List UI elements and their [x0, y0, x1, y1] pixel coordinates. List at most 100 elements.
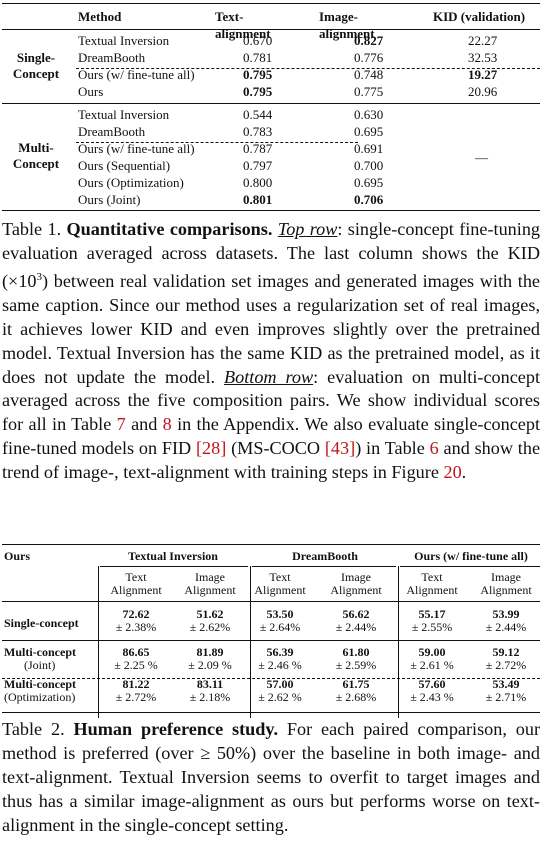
citation-link[interactable]: [28] — [196, 438, 227, 459]
cell-text: 0.783 — [243, 124, 273, 139]
caption-bottom-row: Bottom row — [224, 366, 314, 387]
value-error: ± 2.72% — [485, 658, 527, 672]
value-main: 53.49 — [492, 677, 520, 691]
value-main: 59.12 — [492, 645, 520, 659]
value-main: 81.89 — [196, 645, 224, 659]
group-underline — [100, 566, 248, 567]
subheader-line: Alignment — [330, 583, 382, 597]
value-error: ± 2.55% — [411, 620, 453, 634]
table-reference-link[interactable]: 7 — [116, 414, 126, 435]
cell-kid-dash: — — [475, 150, 488, 165]
cell-image: 0.775 — [354, 84, 384, 99]
subheader-line: Alignment — [480, 583, 532, 597]
table-1-caption: Table 1. Quantitative comparisons. Top r… — [2, 218, 540, 485]
value-error: ± 2.71% — [485, 690, 527, 704]
value-cell: 57.00 ± 2.62 % — [244, 678, 316, 704]
subheader-line: Alignment — [406, 583, 458, 597]
table-2-top-rule — [2, 544, 540, 545]
cell-image: 0.695 — [354, 124, 384, 139]
subheader-image-alignment: Image Alignment — [174, 571, 246, 597]
cell-method: Textual Inversion — [78, 107, 170, 122]
caption-text: . — [461, 462, 467, 483]
group-underline — [252, 566, 396, 567]
group-ours-fine-tune-all: Ours (w/ fine-tune all) — [414, 549, 528, 563]
value-error: ± 2.62 % — [258, 690, 302, 704]
group-label-multi-concept: Multi- Concept — [2, 140, 70, 172]
cell-text: 0.795 — [243, 84, 273, 99]
value-cell: 53.50 ± 2.64% — [244, 608, 316, 634]
cell-method: Ours (w/ fine-tune all) — [78, 67, 195, 82]
value-main: 83.11 — [196, 677, 224, 691]
value-cell: 56.62 ± 2.44% — [318, 608, 394, 634]
cell-method: DreamBooth — [78, 124, 146, 139]
row-label-line: Multi-concept — [4, 677, 76, 691]
subheader-line: Alignment — [184, 583, 236, 597]
value-cell: 81.22 ± 2.72% — [100, 678, 172, 704]
table-1-header-rule — [2, 29, 540, 30]
cell-text: 0.781 — [243, 50, 273, 65]
caption-title: Quantitative comparisons. — [66, 219, 273, 239]
table-reference-link[interactable]: 8 — [162, 414, 172, 435]
value-cell: 55.17 ± 2.55% — [394, 608, 470, 634]
caption-top-row: Top row — [277, 219, 338, 239]
cell-image: 0.827 — [354, 33, 384, 48]
cell-text: 0.800 — [243, 175, 273, 190]
value-cell: 61.75 ± 2.68% — [318, 678, 394, 704]
table-1-top-rule — [2, 3, 540, 4]
group-label-line: Concept — [12, 66, 60, 81]
caption-text: ) in Table — [355, 438, 425, 459]
subheader-image-alignment: Image Alignment — [470, 571, 542, 597]
caption-text: For each paired comparison, our method i… — [2, 719, 541, 835]
row-label-single-concept: Single-concept — [4, 616, 79, 630]
row-label-multi-joint: Multi-concept (Joint) — [4, 646, 76, 672]
value-cell: 86.65 ± 2.25 % — [100, 646, 172, 672]
value-main: 86.65 — [122, 645, 150, 659]
value-main: 81.22 — [122, 677, 150, 691]
value-main: 55.17 — [418, 607, 446, 621]
value-main: 57.60 — [418, 677, 446, 691]
value-error: ± 2.59% — [335, 658, 377, 672]
header-kid: KID (validation) — [433, 9, 526, 24]
column-separator — [98, 566, 99, 718]
cell-method: Ours (Joint) — [78, 192, 141, 207]
group-dreambooth: DreamBooth — [292, 549, 358, 563]
cell-image: 0.748 — [354, 67, 384, 82]
row-label-line: (Optimization) — [4, 690, 76, 704]
row-label-line: Multi-concept — [4, 645, 76, 659]
group-underline — [400, 566, 540, 567]
header-method: Method — [78, 9, 122, 24]
value-main: 56.62 — [342, 607, 370, 621]
group-textual-inversion: Textual Inversion — [128, 549, 218, 563]
caption-text: and — [131, 414, 158, 435]
table-2-bottom-rule — [2, 712, 540, 713]
cell-image: 0.695 — [354, 175, 384, 190]
cell-method: Ours — [78, 84, 104, 99]
value-error: ± 2.68% — [335, 690, 377, 704]
row-label-multi-optimization: Multi-concept (Optimization) — [4, 678, 76, 704]
table-1-dashed-rule — [76, 68, 540, 69]
value-cell: 51.62 ± 2.62% — [174, 608, 246, 634]
value-cell: 83.11 ± 2.18% — [174, 678, 246, 704]
cell-method: Ours (Sequential) — [78, 158, 171, 173]
subheader-line: Image — [491, 570, 521, 584]
caption-text: and show the trend of image-, text-align… — [2, 438, 541, 483]
cell-image: 0.630 — [354, 107, 384, 122]
subheader-line: Text — [421, 570, 443, 584]
subheader-line: Text — [269, 570, 291, 584]
value-error: ± 2.61 % — [410, 658, 454, 672]
value-cell: 59.00 ± 2.61 % — [394, 646, 470, 672]
value-error: ± 2.09 % — [188, 658, 232, 672]
header-ours: Ours — [4, 549, 31, 563]
figure-reference-link[interactable]: 20 — [443, 462, 462, 483]
citation-link[interactable]: [43] — [324, 438, 356, 459]
subheader-text-alignment: Text Alignment — [100, 571, 172, 597]
cell-kid: 20.96 — [468, 84, 498, 99]
group-label-line: Concept — [12, 156, 60, 171]
value-error: ± 2.62% — [189, 620, 231, 634]
value-cell: 53.49 ± 2.71% — [470, 678, 542, 704]
column-separator — [250, 566, 251, 718]
cell-image: 0.700 — [354, 158, 384, 173]
table-reference-link[interactable]: 6 — [429, 438, 439, 459]
caption-text: : single-concept fine-tuning evaluation … — [2, 219, 541, 291]
